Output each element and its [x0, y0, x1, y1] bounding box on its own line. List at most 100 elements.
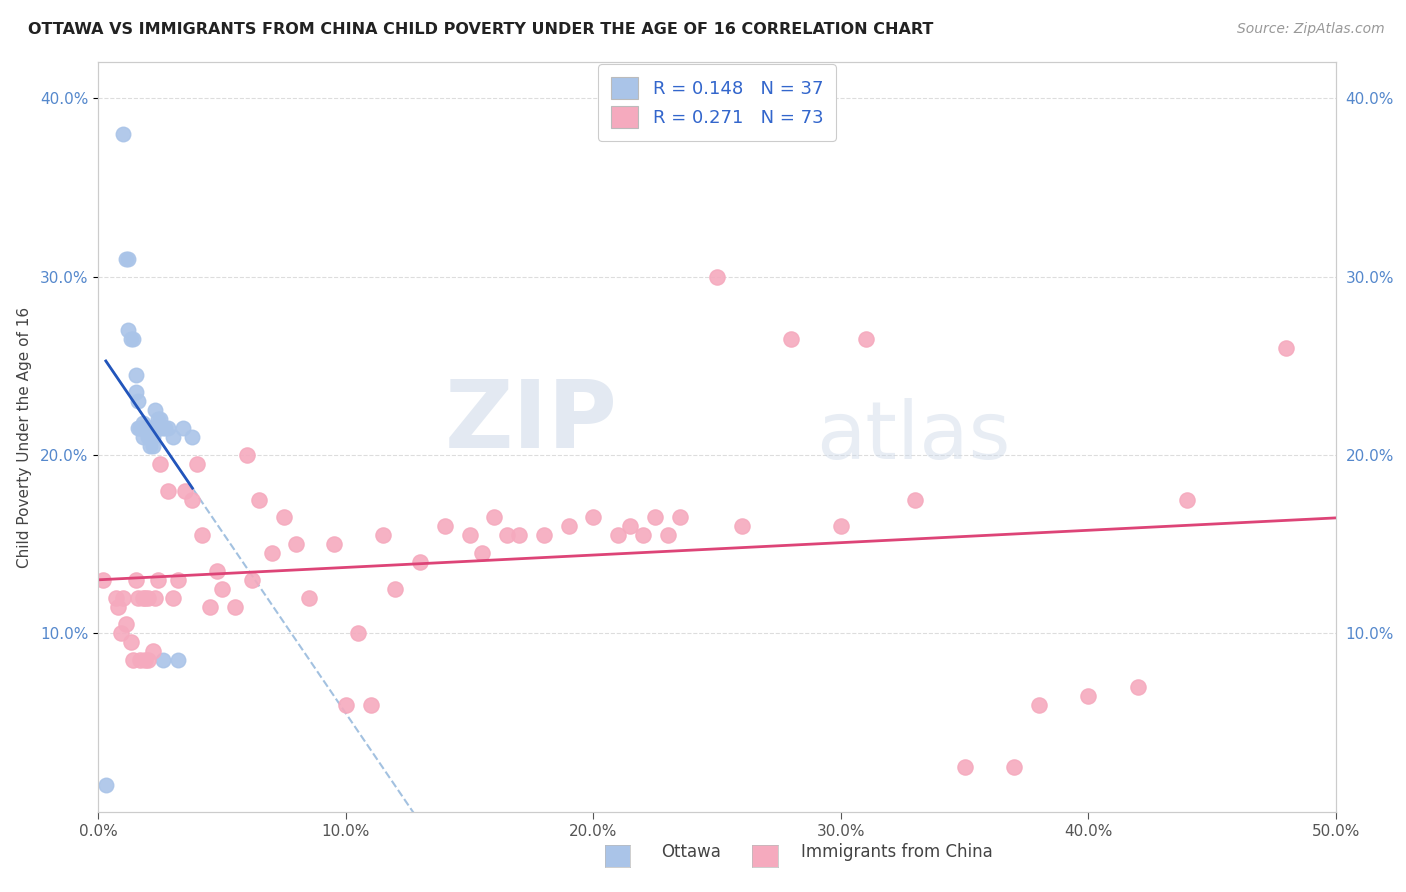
Point — [155, 421, 177, 435]
Point — [830, 519, 852, 533]
Point — [1002, 760, 1025, 774]
Point — [146, 573, 169, 587]
Point — [1077, 689, 1099, 703]
Point — [780, 332, 803, 346]
Legend: R = 0.148   N = 37, R = 0.271   N = 73: R = 0.148 N = 37, R = 0.271 N = 73 — [599, 64, 835, 141]
Point — [117, 252, 139, 266]
Point — [236, 448, 259, 462]
Point — [122, 653, 145, 667]
Point — [146, 412, 169, 426]
Point — [129, 653, 152, 667]
Point — [166, 573, 188, 587]
Point — [129, 421, 152, 435]
Point — [953, 760, 976, 774]
Point — [149, 412, 172, 426]
Point — [644, 510, 666, 524]
Point — [117, 323, 139, 337]
Point — [122, 332, 145, 346]
Text: atlas: atlas — [815, 398, 1011, 476]
Point — [731, 519, 754, 533]
Point — [619, 519, 641, 533]
Point — [360, 698, 382, 712]
Point — [607, 528, 630, 542]
Point — [93, 573, 115, 587]
Point — [156, 483, 179, 498]
Point — [181, 492, 204, 507]
Point — [224, 599, 246, 614]
Point — [181, 430, 204, 444]
Point — [134, 591, 156, 605]
Point — [198, 599, 221, 614]
Point — [1126, 680, 1149, 694]
Point — [124, 368, 146, 382]
Point — [139, 439, 162, 453]
Point — [104, 591, 127, 605]
Point — [582, 510, 605, 524]
Point — [471, 546, 494, 560]
Text: ZIP: ZIP — [446, 376, 619, 468]
Point — [172, 421, 194, 435]
Point — [152, 421, 174, 435]
Point — [409, 555, 432, 569]
Point — [136, 430, 159, 444]
Point — [139, 421, 162, 435]
Point — [127, 394, 149, 409]
Point — [162, 591, 184, 605]
Point — [458, 528, 481, 542]
Point — [136, 653, 159, 667]
Point — [495, 528, 517, 542]
Text: Ottawa: Ottawa — [661, 843, 721, 861]
Point — [124, 573, 146, 587]
Point — [260, 546, 283, 560]
Point — [132, 430, 155, 444]
Point — [1275, 341, 1298, 355]
Point — [533, 528, 555, 542]
Point — [124, 385, 146, 400]
Point — [142, 439, 165, 453]
Point — [149, 421, 172, 435]
Point — [631, 528, 654, 542]
Point — [132, 421, 155, 435]
Point — [557, 519, 579, 533]
Point — [132, 591, 155, 605]
Text: OTTAWA VS IMMIGRANTS FROM CHINA CHILD POVERTY UNDER THE AGE OF 16 CORRELATION CH: OTTAWA VS IMMIGRANTS FROM CHINA CHILD PO… — [28, 22, 934, 37]
Point — [191, 528, 214, 542]
Point — [114, 252, 136, 266]
Point — [347, 626, 370, 640]
Point — [143, 591, 166, 605]
Point — [855, 332, 877, 346]
Point — [114, 617, 136, 632]
Point — [904, 492, 927, 507]
Point — [433, 519, 456, 533]
Point — [322, 537, 344, 551]
Point — [134, 421, 156, 435]
Point — [136, 591, 159, 605]
Point — [143, 421, 166, 435]
Point — [142, 430, 165, 444]
Point — [706, 269, 728, 284]
Point — [94, 778, 117, 792]
Point — [112, 127, 135, 141]
Point — [174, 483, 197, 498]
Point — [335, 698, 357, 712]
Point — [156, 421, 179, 435]
Point — [149, 457, 172, 471]
Point — [205, 564, 228, 578]
Point — [112, 591, 135, 605]
Text: Source: ZipAtlas.com: Source: ZipAtlas.com — [1237, 22, 1385, 37]
Point — [669, 510, 692, 524]
Point — [285, 537, 308, 551]
Point — [134, 653, 156, 667]
Point — [384, 582, 406, 596]
Point — [1028, 698, 1050, 712]
Point — [110, 626, 132, 640]
Point — [132, 416, 155, 430]
Point — [240, 573, 263, 587]
Point — [211, 582, 233, 596]
Point — [508, 528, 530, 542]
Text: Immigrants from China: Immigrants from China — [801, 843, 993, 861]
Point — [152, 653, 174, 667]
Point — [186, 457, 208, 471]
Point — [107, 599, 129, 614]
Point — [371, 528, 394, 542]
